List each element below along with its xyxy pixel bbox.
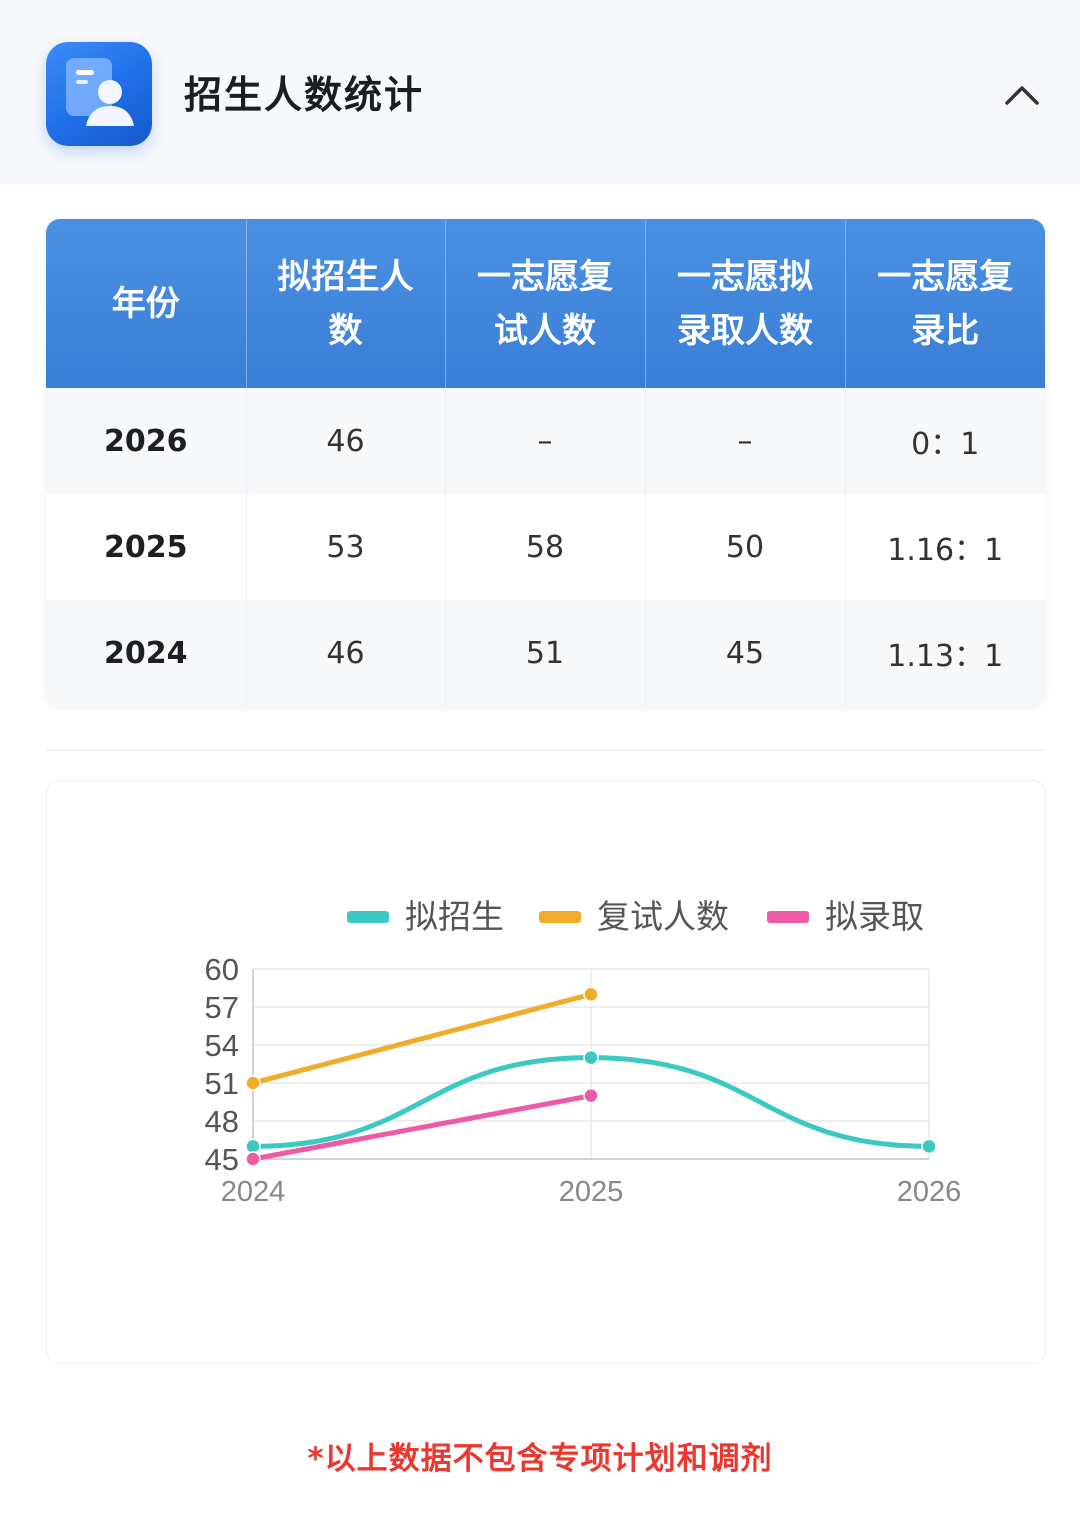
x-tick-label: 2025 <box>559 1176 624 1208</box>
footnote: *以上数据不包含专项计划和调剂 <box>307 1441 773 1477</box>
x-tick-label: 2026 <box>897 1176 962 1208</box>
table-cell: 1.16：1 <box>845 494 1045 600</box>
data-point <box>583 1087 599 1104</box>
stats-table: 年份 拟招生人数 一志愿复试人数 一志愿拟录取人数 一志愿复录比 2026 46… <box>46 219 1045 706</box>
column-header: 年份 <box>46 219 247 388</box>
table-header-row: 年份 拟招生人数 一志愿复试人数 一志愿拟录取人数 一志愿复录比 <box>46 219 1045 388</box>
table-row: 2024 46 51 45 1.13：1 <box>46 600 1045 706</box>
page-title: 招生人数统计 <box>184 73 425 117</box>
table-cell: 53 <box>246 494 446 600</box>
profile-card-icon <box>46 42 152 146</box>
table-cell: 0：1 <box>845 388 1045 494</box>
legend-label: 复试人数 <box>597 897 729 936</box>
y-tick-label: 57 <box>205 990 239 1025</box>
data-point <box>583 986 599 1003</box>
data-point <box>245 1075 261 1091</box>
data-point <box>921 1138 937 1155</box>
data-point <box>245 1151 261 1167</box>
table-cell: 1.13：1 <box>845 600 1045 706</box>
legend-swatch <box>767 911 809 923</box>
column-header: 拟招生人数 <box>246 219 446 388</box>
table-row: 2026 46 – – 0：1 <box>46 388 1045 494</box>
table-cell: 45 <box>645 600 846 706</box>
data-point <box>583 1049 599 1066</box>
table-cell-year: 2026 <box>46 388 247 494</box>
y-tick-label: 54 <box>205 1028 239 1063</box>
column-header: 一志愿拟录取人数 <box>645 219 846 388</box>
y-tick-label: 48 <box>205 1104 239 1139</box>
y-tick-label: 60 <box>205 952 239 987</box>
legend-label: 拟录取 <box>825 897 924 936</box>
section-header: 招生人数统计 <box>0 0 1080 184</box>
legend-label: 拟招生 <box>405 897 504 936</box>
section-divider <box>46 749 1045 751</box>
table-row: 2025 53 58 50 1.16：1 <box>46 494 1045 600</box>
series-line <box>250 991 594 1086</box>
x-tick-label: 2024 <box>221 1176 286 1208</box>
line-chart-card: 45 48 51 54 57 60 2024 2025 2026 拟招生 复试人数 拟录取 <box>46 780 1046 1364</box>
collapse-button[interactable] <box>996 72 1048 118</box>
table-cell: 58 <box>445 494 646 600</box>
legend-swatch <box>347 911 389 923</box>
data-point <box>245 1138 261 1155</box>
table-cell: – <box>645 388 846 494</box>
table-cell: 51 <box>445 600 646 706</box>
table-cell: 46 <box>246 600 446 706</box>
y-tick-label: 45 <box>205 1142 239 1177</box>
legend-swatch <box>539 911 581 923</box>
table-cell-year: 2025 <box>46 494 247 600</box>
column-header: 一志愿复试人数 <box>445 219 646 388</box>
y-tick-label: 51 <box>205 1066 239 1101</box>
table-cell-year: 2024 <box>46 600 247 706</box>
column-header: 一志愿复录比 <box>845 219 1045 388</box>
series-line <box>250 1093 594 1162</box>
table-cell: – <box>445 388 646 494</box>
table-cell: 50 <box>645 494 846 600</box>
table-cell: 46 <box>246 388 446 494</box>
chevron-up-icon <box>1005 86 1039 105</box>
